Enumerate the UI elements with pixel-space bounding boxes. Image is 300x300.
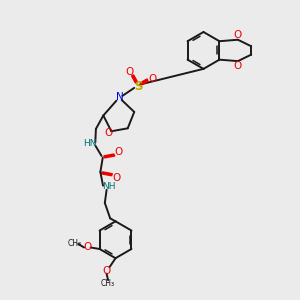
Text: S: S <box>134 80 142 93</box>
Text: NH: NH <box>102 182 115 191</box>
Text: O: O <box>83 242 91 253</box>
Text: O: O <box>126 68 134 77</box>
Text: O: O <box>148 74 157 84</box>
Text: O: O <box>234 61 242 71</box>
Text: O: O <box>112 172 120 183</box>
Text: CH₃: CH₃ <box>101 279 115 288</box>
Text: HN: HN <box>83 139 97 148</box>
Text: N: N <box>116 92 123 102</box>
Text: CH₃: CH₃ <box>68 239 82 248</box>
Text: O: O <box>114 147 123 157</box>
Text: O: O <box>103 266 111 276</box>
Text: O: O <box>234 30 242 40</box>
Text: O: O <box>104 128 112 138</box>
